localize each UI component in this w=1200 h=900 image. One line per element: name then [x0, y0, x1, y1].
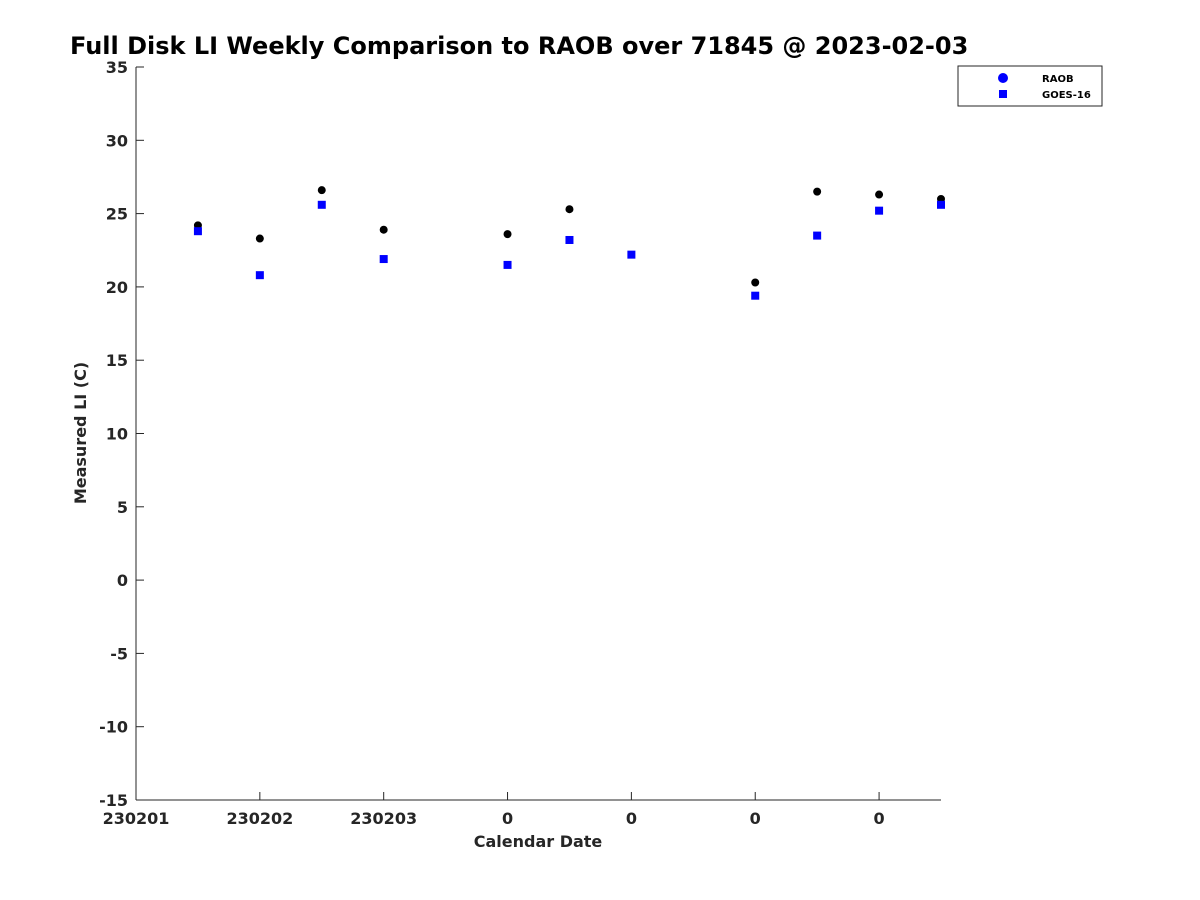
chart-title: Full Disk LI Weekly Comparison to RAOB o…: [70, 32, 968, 60]
y-tick-label: 25: [106, 205, 128, 224]
goes-16-point: [627, 250, 636, 259]
goes-16-point: [193, 227, 202, 236]
raob-point: [875, 190, 884, 199]
raob-point: [317, 186, 326, 195]
y-tick-label: 10: [106, 425, 128, 444]
y-tick-label: 35: [106, 58, 128, 77]
y-tick-label: -15: [99, 791, 128, 810]
goes-16-point: [317, 200, 326, 209]
goes-16-point: [503, 260, 512, 269]
y-tick-label: 30: [106, 131, 128, 150]
y-tick-label: 5: [117, 498, 128, 517]
goes-16-point: [875, 206, 884, 215]
x-tick-label: 0: [874, 809, 885, 828]
y-tick-label: 0: [117, 571, 128, 590]
x-tick-label: 0: [750, 809, 761, 828]
y-tick-label: 15: [106, 351, 128, 370]
goes-16-point: [565, 235, 574, 244]
y-tick-label: 20: [106, 278, 128, 297]
raob-point: [255, 234, 264, 243]
legend-goes-16-label: GOES-16: [1042, 90, 1091, 101]
x-tick-label: 0: [626, 809, 637, 828]
raob-point: [813, 187, 822, 196]
goes-16-point: [751, 291, 760, 300]
raob-point: [565, 205, 574, 214]
y-tick-label: -5: [110, 644, 128, 663]
y-tick-label: -10: [99, 718, 128, 737]
raob-point: [503, 230, 512, 239]
raob-point: [751, 278, 760, 287]
goes-16-point: [255, 271, 264, 280]
legend: RAOB GOES-16: [957, 65, 1103, 107]
plot-marks: [193, 186, 945, 300]
raob-point: [379, 225, 388, 234]
x-tick-label: 0: [502, 809, 513, 828]
goes-16-point: [813, 231, 822, 240]
y-axis-label: Measured LI (C): [71, 362, 90, 504]
legend-raob-label: RAOB: [1042, 74, 1074, 85]
x-axis-label: Calendar Date: [474, 832, 603, 851]
x-tick-label: 230203: [350, 809, 417, 828]
goes-16-point: [379, 255, 388, 264]
x-tick-label: 230202: [226, 809, 293, 828]
goes-16-point: [937, 200, 945, 209]
legend-raob-marker: [998, 73, 1008, 83]
x-tick-label: 230201: [103, 809, 170, 828]
legend-box: [957, 65, 1103, 107]
legend-goes-16-marker: [999, 90, 1007, 98]
